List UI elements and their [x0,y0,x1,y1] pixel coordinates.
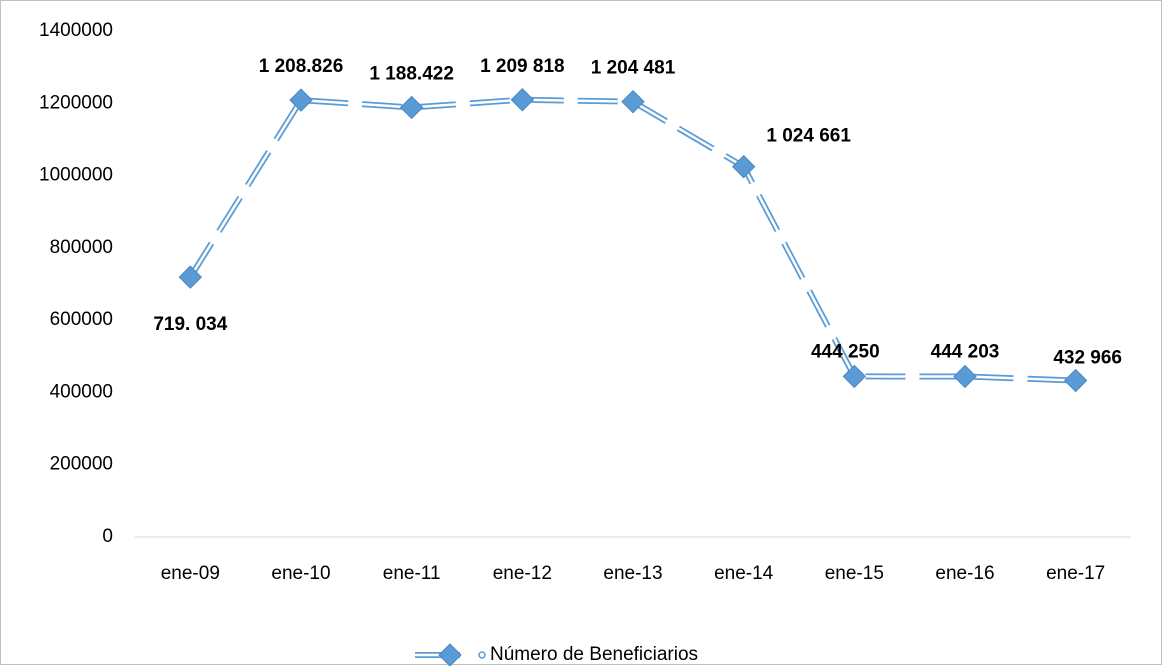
value-label: 719. 034 [153,314,227,335]
x-tick-label: ene-13 [603,563,662,584]
value-label: 432 966 [1053,348,1122,369]
x-tick-label: ene-15 [825,563,884,584]
marker [289,88,313,112]
marker [842,364,867,389]
marker [953,364,977,389]
marker [510,88,535,112]
y-tick-label: 200000 [50,454,113,475]
marker [178,265,203,289]
value-label: 1 208.826 [259,56,344,77]
y-tick-label: 800000 [50,237,113,258]
y-tick-label: 1200000 [39,92,113,113]
value-label: 1 188.422 [369,63,454,84]
marker [1063,368,1088,393]
x-tick-label: ene-12 [493,563,552,584]
value-label: 1 209 818 [480,56,565,77]
y-tick-label: 600000 [50,309,113,330]
x-tick-label: ene-16 [935,563,994,584]
y-tick-label: 400000 [50,381,113,402]
value-label: 1 204 481 [591,58,676,79]
marker [621,89,645,114]
x-tick-label: ene-17 [1046,563,1105,584]
y-tick-label: 1000000 [39,165,113,186]
x-tick-label: ene-10 [271,563,330,584]
y-tick-label: 0 [102,526,113,547]
marker [399,95,424,120]
value-label: 1 024 661 [766,126,851,147]
y-tick-label: 1400000 [39,20,113,41]
value-label: 444 203 [931,341,1000,362]
x-tick-label: ene-14 [714,563,774,584]
legend-dot [478,651,486,659]
x-tick-label: ene-09 [161,563,220,584]
legend-marker [438,643,462,666]
marker [731,154,756,179]
value-label: 444 250 [811,341,880,362]
x-tick-label: ene-11 [383,563,441,584]
legend-label: Número de Beneficiarios [490,644,698,665]
